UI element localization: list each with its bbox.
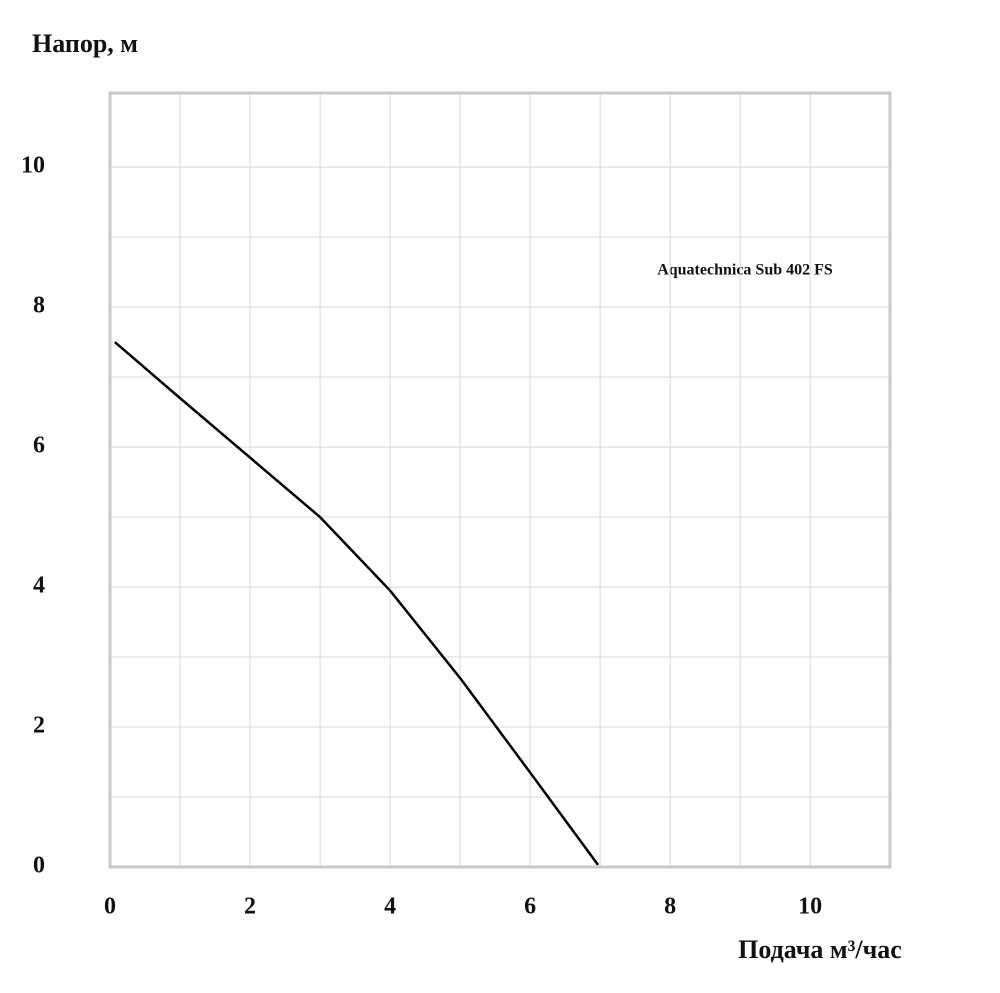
y-tick-label: 8 (33, 293, 45, 319)
x-tick-label: 2 (244, 894, 256, 920)
x-tick-label: 4 (384, 894, 396, 920)
x-axis-label: Подача м³/час (738, 935, 902, 964)
x-tick-label: 6 (524, 894, 536, 920)
annotation: Aquatechnica Sub 402 FS (657, 262, 833, 279)
x-tick-label: 8 (664, 894, 676, 920)
y-tick-label: 10 (21, 153, 45, 179)
y-tick-label: 0 (33, 853, 45, 879)
y-tick-label: 4 (33, 573, 45, 599)
curve (114, 341, 600, 866)
plot-border (108, 91, 892, 869)
x-tick-label: 0 (104, 894, 116, 920)
x-tick-label: 10 (798, 894, 822, 920)
y-tick-label: 6 (33, 433, 45, 459)
y-tick-label: 2 (33, 713, 45, 739)
y-axis-label: Напор, м (32, 29, 138, 58)
